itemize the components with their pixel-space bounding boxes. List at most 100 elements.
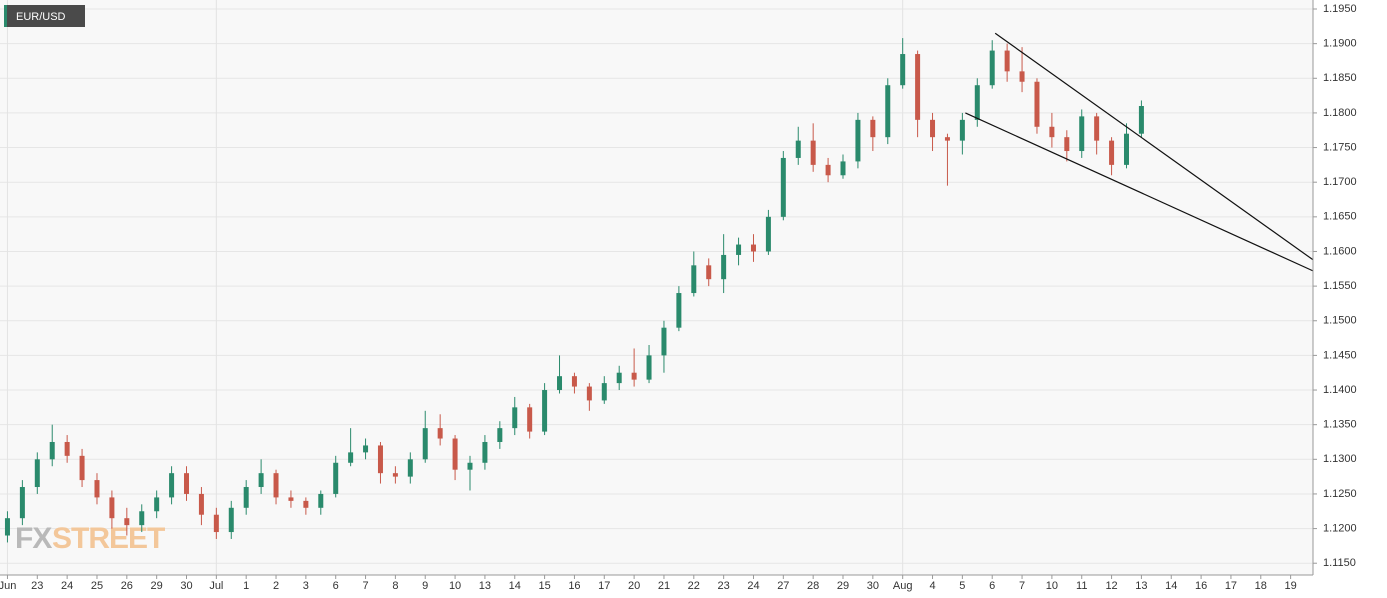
x-tick-label: 23 <box>718 580 730 592</box>
candle-body <box>780 157 786 217</box>
candle-body <box>1138 105 1144 134</box>
candle-body <box>348 452 354 463</box>
candle-body <box>452 438 458 470</box>
candle-body <box>870 119 876 138</box>
candle-body <box>706 265 712 280</box>
y-tick-label: 1.1550 <box>1323 280 1357 292</box>
candle-body <box>616 372 622 384</box>
trend-line <box>994 32 1314 261</box>
candle-body <box>288 497 294 501</box>
x-tick-label: 2 <box>273 580 279 592</box>
candle-body <box>765 216 771 252</box>
candle-body <box>631 372 637 380</box>
x-tick-label: 7 <box>362 580 368 592</box>
x-tick-label: Jul <box>209 580 223 592</box>
candle-body <box>34 459 40 488</box>
candle-body <box>124 518 130 526</box>
candle-body <box>377 445 383 474</box>
candle-body <box>1004 50 1010 72</box>
y-tick-label: 1.1700 <box>1323 176 1357 188</box>
x-tick-label: Aug <box>893 580 913 592</box>
y-tick-label: 1.1400 <box>1323 384 1357 396</box>
candle-body <box>392 473 398 477</box>
x-tick-label: 20 <box>628 580 640 592</box>
x-tick-label: 10 <box>449 580 461 592</box>
x-tick-label: 6 <box>333 580 339 592</box>
x-tick-label: 26 <box>121 580 133 592</box>
candle-body <box>258 473 264 488</box>
candle-body <box>467 462 473 470</box>
candle-body <box>646 355 652 380</box>
x-tick-label: 9 <box>422 580 428 592</box>
x-tick-label: 21 <box>658 580 670 592</box>
plot-background <box>0 0 1313 575</box>
y-tick-label: 1.1150 <box>1323 557 1356 569</box>
candle-body <box>601 383 607 401</box>
candle-body <box>198 493 204 515</box>
candle-body <box>243 487 249 508</box>
candle-body <box>49 441 55 460</box>
candle-body <box>915 54 921 120</box>
y-tick-label: 1.1500 <box>1323 315 1357 327</box>
candle-body <box>363 445 369 453</box>
watermark: STREET <box>52 522 165 555</box>
candle-body <box>885 85 891 138</box>
y-tick-label: 1.1250 <box>1323 488 1357 500</box>
candle-body <box>407 459 413 477</box>
candle-body <box>139 511 145 526</box>
x-tick-label: 4 <box>929 580 935 592</box>
candle-body <box>810 140 816 165</box>
candle-body <box>542 390 548 432</box>
candle-body <box>989 50 995 86</box>
x-tick-label: 13 <box>1135 580 1147 592</box>
candle-body <box>4 518 10 536</box>
x-tick-label: 14 <box>509 580 521 592</box>
x-tick-label: 18 <box>1255 580 1267 592</box>
candle-body <box>661 327 667 356</box>
x-tick-label: 24 <box>61 580 73 592</box>
x-tick-label: 13 <box>479 580 491 592</box>
candle-body <box>795 140 801 158</box>
candle-body <box>1109 140 1115 165</box>
x-tick-label: 22 <box>688 580 700 592</box>
x-tick-label: 30 <box>867 580 879 592</box>
candle-body <box>1094 116 1100 141</box>
x-tick-label: 6 <box>989 580 995 592</box>
x-tick-label: Jun <box>0 580 16 592</box>
candle-body <box>1064 137 1070 152</box>
candle-body <box>512 407 518 429</box>
candle-body <box>1019 71 1025 82</box>
candle-body <box>169 473 175 498</box>
candle-body <box>482 441 488 463</box>
candle-body <box>586 386 592 401</box>
candle-body <box>154 497 160 512</box>
candle-body <box>721 254 727 280</box>
candle-body <box>557 376 563 391</box>
x-tick-label: 14 <box>1165 580 1177 592</box>
candle-body <box>303 500 309 508</box>
chart-title: EUR/USD <box>16 11 66 23</box>
symbol-badge <box>4 5 85 27</box>
y-tick-label: 1.1900 <box>1323 38 1357 50</box>
y-tick-label: 1.1300 <box>1323 453 1357 465</box>
x-tick-label: 5 <box>959 580 965 592</box>
candle-body <box>571 376 577 387</box>
candle-body <box>1079 116 1085 152</box>
x-tick-label: 19 <box>1284 580 1296 592</box>
x-tick-label: 17 <box>598 580 610 592</box>
y-tick-label: 1.1350 <box>1323 419 1357 431</box>
candle-body <box>333 462 339 494</box>
candle-body <box>228 507 234 533</box>
x-tick-label: 25 <box>91 580 103 592</box>
candle-body <box>930 119 936 138</box>
candle-body <box>944 137 950 141</box>
candle-body <box>109 497 115 519</box>
candle-body <box>676 293 682 328</box>
x-tick-label: 1 <box>243 580 249 592</box>
candle-body <box>497 428 503 442</box>
x-tick-label: 17 <box>1225 580 1237 592</box>
candle-body <box>79 455 85 481</box>
candle-body <box>437 428 443 439</box>
x-tick-label: 16 <box>568 580 580 592</box>
candle-body <box>736 244 742 255</box>
